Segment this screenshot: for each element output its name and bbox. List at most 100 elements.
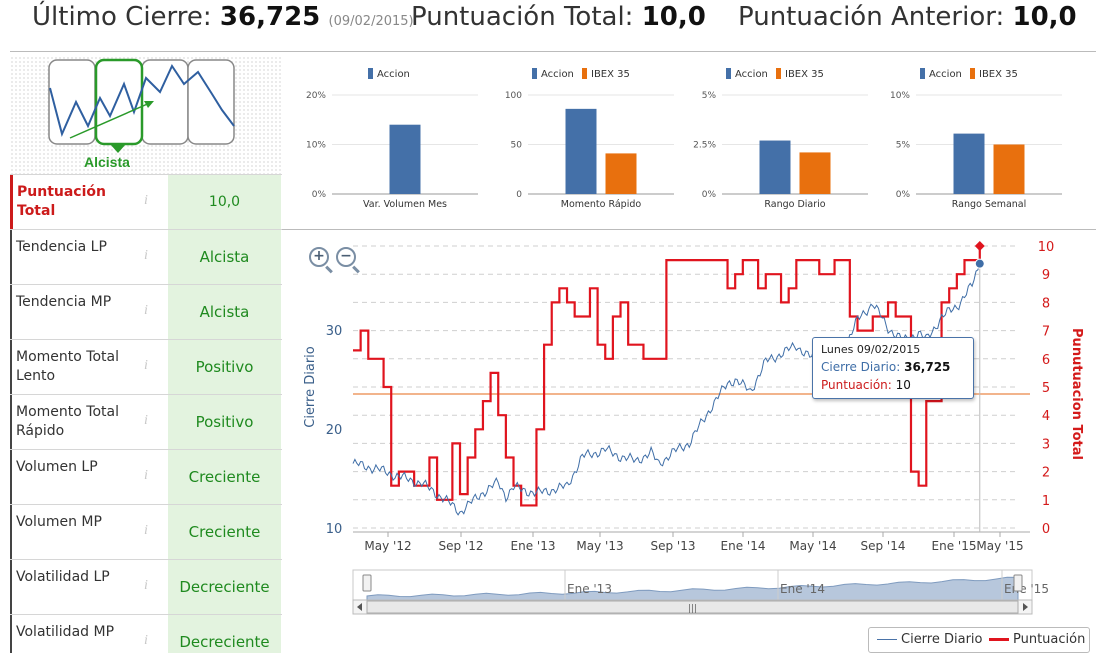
y-tick-label: 0 xyxy=(516,190,522,200)
score-row-value: Alcista xyxy=(168,230,281,285)
puntuacion-marker xyxy=(974,241,985,251)
info-icon[interactable]: i xyxy=(144,193,148,208)
info-icon[interactable]: i xyxy=(144,358,148,373)
y-tick-label: 10 xyxy=(326,522,343,537)
score-row: Tendencia MP i Alcista xyxy=(10,284,282,340)
legend-item-close[interactable]: Cierre Diario xyxy=(877,632,983,647)
y2-tick-label: 7 xyxy=(1042,325,1050,340)
score-row-value: Positivo xyxy=(168,395,281,450)
x-tick-label: Ene '14 xyxy=(721,539,766,553)
trend-chart-icon xyxy=(48,58,235,153)
info-icon[interactable]: i xyxy=(144,578,148,593)
legend-swatch xyxy=(920,68,925,79)
navigator-handle xyxy=(1013,574,1023,592)
y2-tick-label: 2 xyxy=(1042,466,1050,481)
info-icon[interactable]: i xyxy=(144,413,148,428)
legend-swatch xyxy=(776,68,781,79)
y-tick-label: 0% xyxy=(702,190,717,200)
info-icon[interactable]: i xyxy=(144,248,148,263)
score-row-value: Creciente xyxy=(168,505,281,560)
legend-label-close: Cierre Diario xyxy=(901,632,983,647)
score-row-value: Decreciente xyxy=(168,615,281,653)
y2-axis-title: Punutuacion Total xyxy=(1069,328,1084,460)
score-row-name: Puntuación Total xyxy=(10,175,138,230)
cierre-marker xyxy=(974,258,985,269)
legend-label: IBEX 35 xyxy=(979,69,1018,80)
price-score-chart[interactable]: 0 1 2 3 4 5 6 7 8 9 10 10 20 30 Cierre Diario Punutuaci… xyxy=(290,232,1096,622)
score-row-value: Alcista xyxy=(168,285,281,340)
zoom-out-icon[interactable]: − xyxy=(336,247,356,267)
legend-swatch xyxy=(532,68,537,79)
y2-tick-label: 1 xyxy=(1042,494,1050,509)
header-divider xyxy=(10,51,1096,52)
y2-tick-label: 0 xyxy=(1042,522,1050,537)
x-category-label: Var. Volumen Mes xyxy=(363,199,447,210)
last-close: Último Cierre: 36,725 (09/02/2015) xyxy=(32,2,414,32)
y-tick-label: 5% xyxy=(702,91,717,101)
tooltip-close-value: 36,725 xyxy=(904,360,951,374)
info-icon[interactable]: i xyxy=(144,633,148,648)
info-icon[interactable]: i xyxy=(144,468,148,483)
navigator-handle xyxy=(362,574,372,592)
indicator-bar-chart: Accion 0% 10% 20% Var. Volumen Mes xyxy=(306,68,478,210)
navigator-tick-label: Ene '15 xyxy=(1004,582,1049,596)
x-category-label: Rango Semanal xyxy=(952,199,1027,210)
indicator-bar-chart: Accion IBEX 35 0% 2.5% 5% Rango Diario xyxy=(693,68,868,210)
y2-tick-label: 5 xyxy=(1042,381,1050,396)
score-row-name: Volatilidad MP xyxy=(10,615,138,653)
header: Último Cierre: 36,725 (09/02/2015) Puntu… xyxy=(0,0,1113,44)
score-row-name: Volumen LP xyxy=(10,450,138,505)
y-tick-label: 20% xyxy=(306,91,326,101)
tooltip-close-label: Cierre Diario: xyxy=(821,360,901,374)
score-row-value: Decreciente xyxy=(168,560,281,615)
trend-panel: Alcista xyxy=(10,56,282,174)
zoom-in-icon[interactable]: + xyxy=(309,247,329,267)
navigator-tick-label: Ene '13 xyxy=(567,582,612,596)
y-tick-label: 20 xyxy=(326,423,343,438)
info-icon[interactable]: i xyxy=(144,303,148,318)
chart-legend[interactable]: Cierre Diario Puntuación xyxy=(868,627,1090,653)
legend-label: Accion xyxy=(929,69,962,80)
x-tick-label: May '15 xyxy=(976,539,1023,553)
x-tick-label: Ene '13 xyxy=(511,539,556,553)
score-row-name: Tendencia MP xyxy=(10,285,138,340)
y-tick-label: 30 xyxy=(326,324,343,339)
score-row-name: Volumen MP xyxy=(10,505,138,560)
bar xyxy=(389,124,421,194)
legend-label: IBEX 35 xyxy=(591,69,630,80)
scroll-left-icon xyxy=(357,603,362,611)
legend-label: IBEX 35 xyxy=(785,69,824,80)
x-tick-label: Sep '14 xyxy=(861,539,906,553)
info-icon[interactable]: i xyxy=(144,523,148,538)
trend-label: Alcista xyxy=(84,154,130,170)
y2-tick-label: 3 xyxy=(1042,437,1050,452)
x-tick-label: May '14 xyxy=(789,539,836,553)
y2-tick-label: 9 xyxy=(1042,268,1050,283)
indicator-bar-chart: Accion IBEX 35 0% 5% 10% Rango Semanal xyxy=(890,68,1062,210)
score-row: Volatilidad MP i Decreciente xyxy=(10,614,282,653)
last-close-label: Último Cierre: xyxy=(32,2,212,32)
x-category-label: Rango Diario xyxy=(764,199,825,210)
chart-tooltip: Lunes 09/02/2015 Cierre Diario: 36,725 P… xyxy=(812,337,974,399)
x-category-label: Momento Rápido xyxy=(561,199,642,210)
y2-tick-label: 10 xyxy=(1038,240,1055,255)
y-tick-label: 100 xyxy=(505,91,522,101)
total-score-value: 10,0 xyxy=(641,2,706,32)
scroll-right-icon xyxy=(1023,603,1028,611)
y-axis-title: Cierre Diario xyxy=(303,346,318,428)
legend-label: Accion xyxy=(377,69,410,80)
last-close-value: 36,725 xyxy=(219,2,321,32)
legend-swatch xyxy=(726,68,731,79)
legend-item-score[interactable]: Puntuación xyxy=(989,632,1085,647)
last-close-date: (09/02/2015) xyxy=(328,14,414,29)
score-row: Volumen LP i Creciente xyxy=(10,449,282,505)
legend-label-score: Puntuación xyxy=(1013,632,1086,647)
bar xyxy=(759,140,791,194)
bar xyxy=(605,153,637,194)
x-tick-label: Sep '12 xyxy=(439,539,484,553)
tooltip-score-value: 10 xyxy=(895,378,911,392)
total-score-label: Puntuación Total: xyxy=(411,2,634,32)
y-tick-label: 5% xyxy=(896,141,911,151)
legend-swatch xyxy=(970,68,975,79)
bar xyxy=(993,144,1025,194)
